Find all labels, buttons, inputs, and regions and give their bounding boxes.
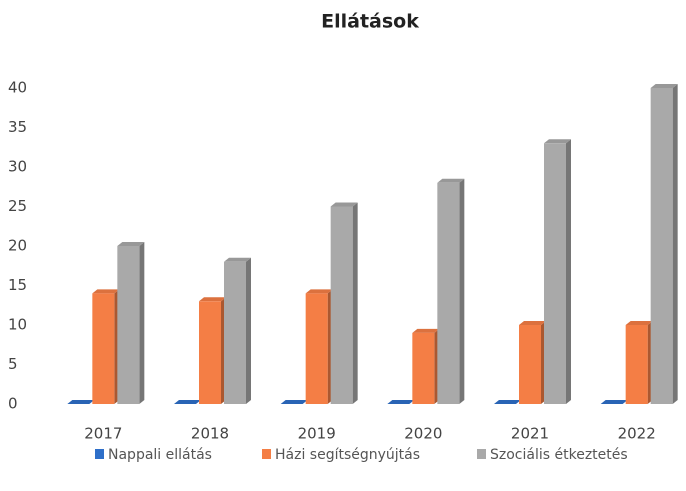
legend-swatch [262, 449, 271, 459]
legend-swatch [477, 449, 486, 459]
bar-top [650, 84, 678, 88]
legend-swatch [95, 449, 104, 459]
bar [305, 293, 328, 404]
y-tick-label: 25 [8, 197, 27, 215]
bar [650, 88, 673, 404]
y-tick-label: 0 [8, 395, 18, 413]
y-tick-label: 10 [8, 316, 27, 334]
y-tick-label: 15 [8, 276, 27, 294]
bar-top [437, 178, 465, 183]
bar-side [566, 139, 571, 405]
x-tick-label: 2017 [84, 425, 122, 443]
bar-top [387, 400, 415, 404]
legend-label: Szociális étkeztetés [490, 447, 628, 463]
x-tick-label: 2018 [191, 425, 229, 443]
x-tick-label: 2020 [404, 425, 442, 443]
bar-top [412, 328, 440, 333]
bar [92, 293, 115, 404]
bar-top [117, 242, 145, 246]
bar-top [305, 289, 333, 294]
bar-top [199, 297, 226, 302]
bar [519, 325, 541, 404]
bar-side [672, 84, 678, 404]
bar [117, 246, 140, 404]
bar-side [139, 242, 145, 404]
bar-top [625, 321, 653, 325]
bar [544, 143, 566, 405]
bar-top [544, 139, 571, 144]
bar-top [280, 400, 308, 404]
bar-side [459, 178, 465, 404]
legend-label: Nappali ellátás [108, 447, 212, 463]
bar-top [600, 400, 628, 404]
legend-label: Házi segítségnyújtás [275, 447, 420, 463]
bar-top [224, 257, 251, 262]
bar [625, 325, 648, 404]
chart-title: Ellátások [321, 11, 419, 33]
bar [224, 261, 246, 404]
y-tick-label: 35 [8, 118, 27, 136]
bar-side [352, 202, 358, 404]
bar-top [519, 321, 546, 325]
y-tick-label: 20 [8, 237, 27, 255]
y-tick-label: 5 [8, 355, 18, 373]
x-tick-label: 2022 [618, 425, 656, 443]
bar-top [174, 400, 201, 404]
bar-top [92, 289, 120, 294]
bar-top [330, 202, 358, 207]
bar [330, 206, 353, 404]
y-tick-label: 40 [8, 79, 27, 97]
bar [412, 332, 435, 404]
x-tick-label: 2021 [511, 425, 549, 443]
bar-top [67, 400, 95, 404]
bar [199, 301, 221, 404]
x-tick-label: 2019 [298, 425, 336, 443]
y-tick-label: 30 [8, 158, 27, 176]
bar [437, 182, 460, 404]
bar-top [494, 400, 521, 404]
bar-side [246, 257, 251, 404]
